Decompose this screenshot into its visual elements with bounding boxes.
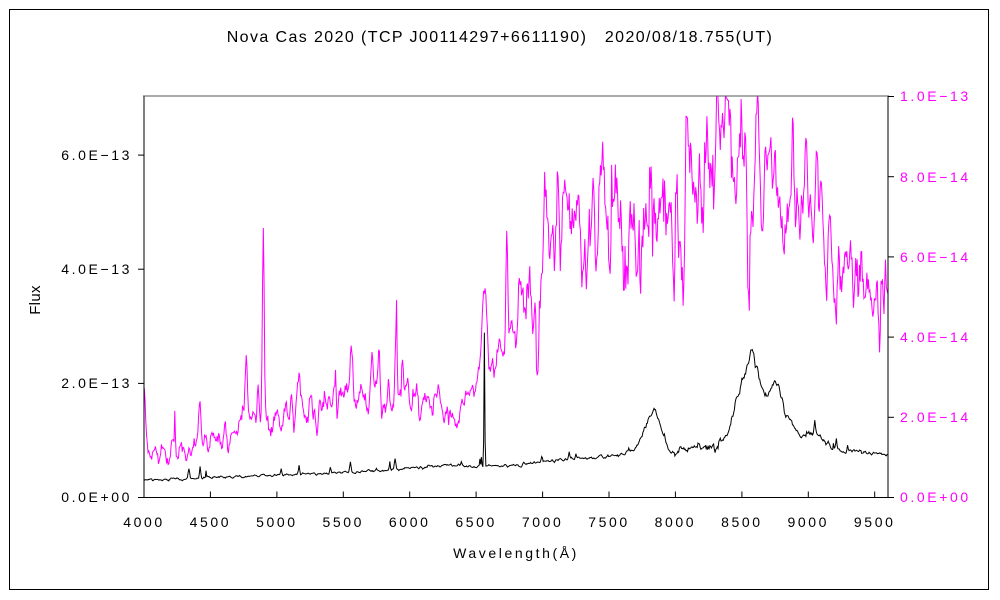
svg-text:6.0E−13: 6.0E−13 [61, 147, 132, 163]
svg-text:6.0E−14: 6.0E−14 [900, 249, 971, 265]
svg-text:1.0E−13: 1.0E−13 [900, 88, 971, 104]
svg-text:9500: 9500 [854, 514, 896, 530]
svg-text:8500: 8500 [721, 514, 763, 530]
svg-text:0.0E+00: 0.0E+00 [61, 489, 132, 505]
svg-text:8000: 8000 [655, 514, 697, 530]
svg-text:9000: 9000 [788, 514, 830, 530]
svg-text:Flux: Flux [27, 285, 44, 315]
svg-text:4.0E−14: 4.0E−14 [900, 329, 971, 345]
svg-text:5000: 5000 [256, 514, 298, 530]
svg-text:6000: 6000 [389, 514, 431, 530]
svg-text:4000: 4000 [123, 514, 165, 530]
svg-text:4500: 4500 [190, 514, 232, 530]
svg-text:0.0E+00: 0.0E+00 [900, 489, 971, 505]
svg-text:7000: 7000 [522, 514, 564, 530]
svg-text:7500: 7500 [588, 514, 630, 530]
svg-text:5500: 5500 [323, 514, 365, 530]
svg-text:2.0E−13: 2.0E−13 [61, 375, 132, 391]
svg-text:4.0E−13: 4.0E−13 [61, 261, 132, 277]
svg-text:8.0E−14: 8.0E−14 [900, 169, 971, 185]
svg-text:6500: 6500 [455, 514, 497, 530]
svg-text:Wavelength(Å): Wavelength(Å) [453, 545, 579, 561]
svg-text:2.0E−14: 2.0E−14 [900, 409, 971, 425]
